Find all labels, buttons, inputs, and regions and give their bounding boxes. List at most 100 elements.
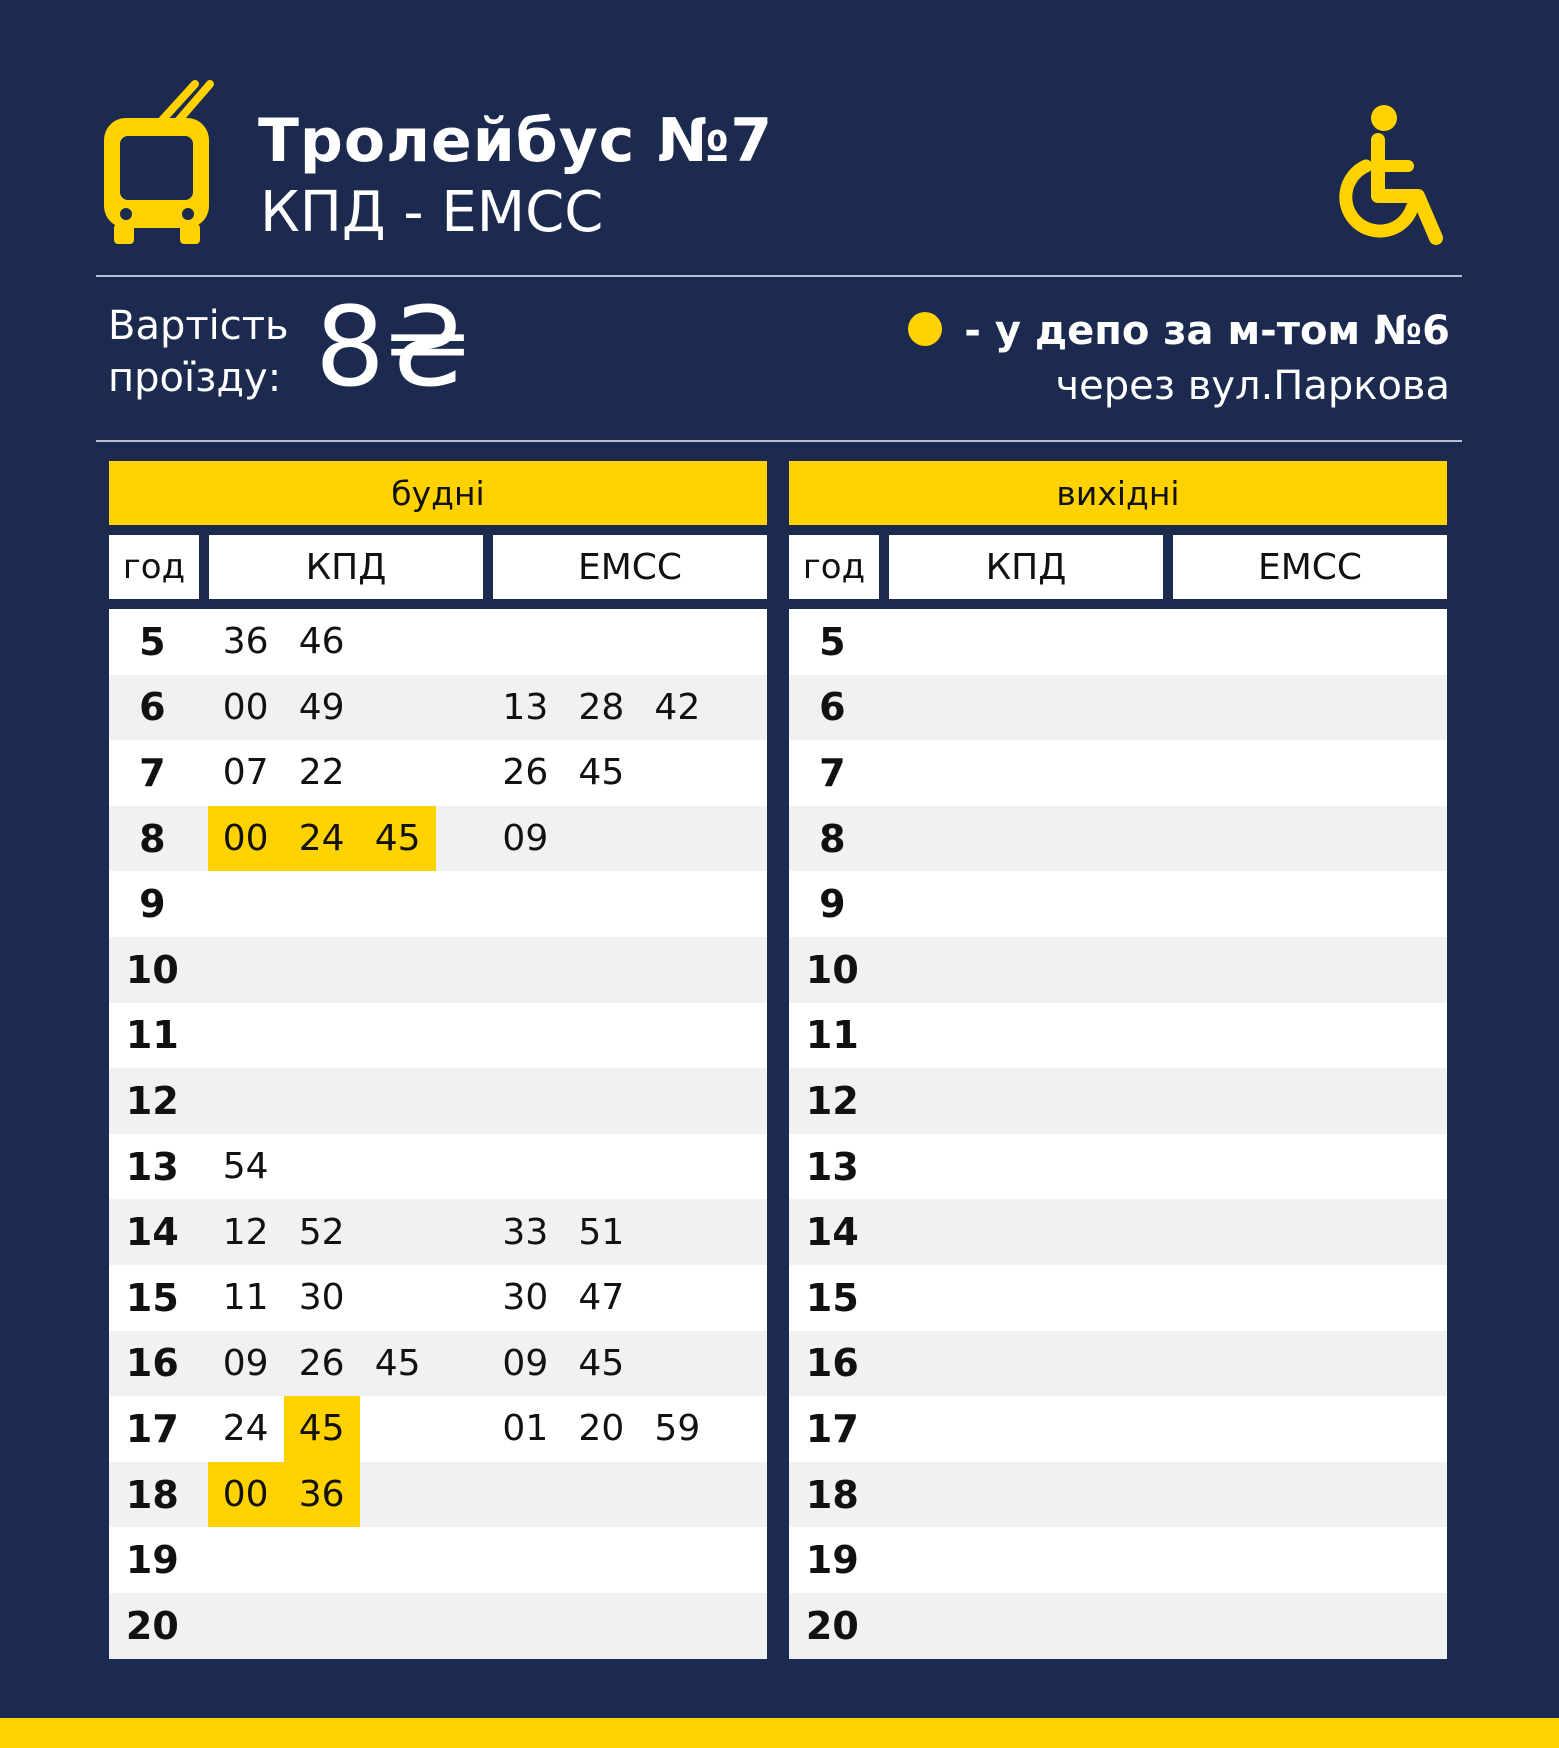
table-row: 19 xyxy=(109,1527,767,1593)
hour-cell: 15 xyxy=(125,1275,179,1320)
departure-minute-depot: 45 xyxy=(283,1396,360,1462)
departure-minute: 28 xyxy=(578,686,625,728)
hour-cell: 20 xyxy=(125,1603,179,1648)
weekdays-title: будні xyxy=(109,461,767,525)
hour-header: год xyxy=(789,535,879,599)
emss-departures: 30 47 xyxy=(487,1265,767,1331)
emss-departures xyxy=(1167,675,1447,741)
table-row: 18 xyxy=(789,1461,1447,1528)
table-row: 20 xyxy=(789,1592,1447,1659)
trolleybus-icon xyxy=(104,80,214,244)
kpd-departures xyxy=(888,806,1168,872)
note-line2: через вул.Паркова xyxy=(1055,363,1450,410)
emss-departures: 26 45 xyxy=(487,740,767,806)
table-row: 7 xyxy=(789,740,1447,806)
kpd-departures: 00 24 45 xyxy=(207,805,488,872)
hour-cell: 11 xyxy=(805,1013,859,1058)
departure-minute: 00 xyxy=(222,686,269,728)
hour-cell: 12 xyxy=(805,1078,859,1123)
emss-header: ЕМСС xyxy=(1173,535,1447,599)
departure-minute-depot: 24 xyxy=(283,805,360,872)
kpd-departures: 12 52 xyxy=(208,1199,488,1265)
fare-value: 8₴ xyxy=(315,283,471,411)
fare-label-line2: проїзду: xyxy=(108,355,282,401)
departure-minute: 46 xyxy=(298,621,345,663)
hour-cell: 9 xyxy=(819,882,846,927)
kpd-departures xyxy=(888,1199,1168,1265)
kpd-departures: 00 49 xyxy=(208,675,488,741)
hour-cell: 10 xyxy=(125,947,179,992)
emss-departures xyxy=(1167,740,1447,806)
table-row: 15 11 30 30 47 xyxy=(109,1264,767,1331)
departure-minute: 09 xyxy=(502,1342,549,1384)
table-row: 10 xyxy=(109,936,767,1003)
departure-minute: 11 xyxy=(222,1277,269,1319)
emss-departures xyxy=(487,1134,767,1200)
fare-label: Вартість проїзду: xyxy=(108,300,289,404)
kpd-departures xyxy=(888,871,1168,937)
emss-departures xyxy=(487,1068,767,1134)
emss-departures xyxy=(487,871,767,937)
weekends-title: вихідні xyxy=(789,461,1447,525)
kpd-departures xyxy=(888,675,1168,741)
kpd-departures xyxy=(888,1265,1168,1331)
emss-departures xyxy=(487,609,767,675)
departure-minute: 42 xyxy=(654,686,701,728)
departure-minute: 47 xyxy=(578,1277,625,1319)
kpd-departures xyxy=(888,1593,1168,1659)
kpd-departures xyxy=(208,1593,488,1659)
kpd-departures xyxy=(888,740,1168,806)
emss-departures xyxy=(1167,1462,1447,1528)
departure-minute: 01 xyxy=(502,1408,549,1450)
departure-minute: 52 xyxy=(298,1211,345,1253)
hour-cell: 16 xyxy=(125,1341,179,1386)
hour-cell: 6 xyxy=(139,685,166,730)
hour-cell: 7 xyxy=(819,750,846,795)
emss-departures xyxy=(1167,871,1447,937)
departure-minute: 12 xyxy=(222,1211,269,1253)
column-headers: год КПД ЕМСС xyxy=(109,535,767,599)
hour-cell: 20 xyxy=(805,1603,859,1648)
kpd-departures xyxy=(208,937,488,1003)
emss-departures xyxy=(1167,1003,1447,1069)
kpd-departures: 36 46 xyxy=(208,609,488,675)
departure-minute: 26 xyxy=(298,1342,345,1384)
departure-minute: 45 xyxy=(374,1342,421,1384)
departure-minute: 30 xyxy=(502,1277,549,1319)
hour-cell: 19 xyxy=(125,1538,179,1583)
kpd-header: КПД xyxy=(209,535,483,599)
table-row: 7 07 22 26 45 xyxy=(109,740,767,806)
table-row: 10 xyxy=(789,936,1447,1003)
table-row: 18 00 36 xyxy=(109,1461,767,1528)
table-row: 5 36 46 xyxy=(109,609,767,675)
emss-departures xyxy=(487,1003,767,1069)
kpd-departures: 09 26 45 xyxy=(208,1331,488,1397)
hour-cell: 8 xyxy=(819,816,846,861)
table-row: 12 xyxy=(789,1068,1447,1134)
table-row: 9 xyxy=(789,871,1447,937)
emss-departures xyxy=(1167,806,1447,872)
hour-cell: 12 xyxy=(125,1078,179,1123)
emss-departures xyxy=(487,1593,767,1659)
table-row: 14 12 52 33 51 xyxy=(109,1199,767,1265)
header: Тролейбус №7 КПД - ЕМСС xyxy=(0,0,1559,275)
hour-cell: 8 xyxy=(139,816,166,861)
hour-cell: 17 xyxy=(125,1406,179,1451)
kpd-departures xyxy=(888,609,1168,675)
table-row: 8 xyxy=(789,805,1447,872)
hour-cell: 9 xyxy=(139,882,166,927)
table-row: 13 54 xyxy=(109,1133,767,1200)
hour-cell: 6 xyxy=(819,685,846,730)
hour-cell: 18 xyxy=(805,1472,859,1517)
divider xyxy=(96,440,1462,442)
kpd-departures: 24 45 xyxy=(208,1396,488,1462)
emss-departures xyxy=(1167,1068,1447,1134)
emss-departures xyxy=(487,937,767,1003)
hour-cell: 13 xyxy=(125,1144,179,1189)
weekdays-panel: будні год КПД ЕМСС 5 36 46 6 00 49 13 28 42 7 07 22… xyxy=(109,461,767,1659)
hour-cell: 17 xyxy=(805,1406,859,1451)
kpd-departures: 11 30 xyxy=(208,1265,488,1331)
hour-cell: 5 xyxy=(139,619,166,664)
kpd-departures xyxy=(888,1331,1168,1397)
emss-departures: 09 45 xyxy=(487,1331,767,1397)
